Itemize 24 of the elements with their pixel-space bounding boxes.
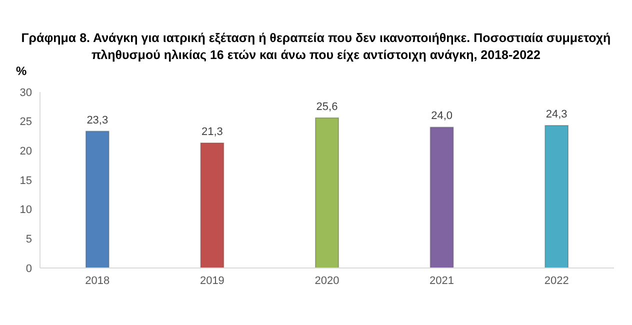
bar <box>544 124 569 268</box>
y-tick-label: 5 <box>26 234 32 246</box>
x-tick-label: 2021 <box>430 274 454 287</box>
data-label: 24,0 <box>431 110 453 122</box>
bar <box>200 142 224 268</box>
x-tick-label: 2020 <box>314 274 340 287</box>
x-tick-label: 2019 <box>200 274 224 287</box>
bar <box>430 126 454 268</box>
x-tick-label: 2022 <box>544 274 569 287</box>
y-tick-label: 30 <box>20 86 32 99</box>
data-label: 25,6 <box>316 100 338 113</box>
data-label: 23,3 <box>86 114 108 126</box>
y-axis-title: % <box>16 64 28 78</box>
x-tick-label: 2018 <box>85 274 110 287</box>
data-label: 24,3 <box>546 108 568 120</box>
y-tick-label: 0 <box>26 262 32 275</box>
chart-title: Γράφημα 8. Ανάγκη για ιατρική εξέταση ή θεραπεία που δεν ικανοποιήθηκε. Ποσοστιαία συμμετοχή πληθυσμού ηλικίας 16 ετών και άνω που είχε αντίστοιχη ανάγκη, 2018-2022 <box>20 30 612 64</box>
y-tick-label: 20 <box>20 146 32 158</box>
y-tick-label: 15 <box>20 174 32 187</box>
y-tick-label: 25 <box>20 116 32 128</box>
bar <box>315 117 339 268</box>
y-tick-label: 10 <box>20 204 32 216</box>
bar <box>85 130 110 268</box>
data-label: 21,3 <box>201 126 223 138</box>
